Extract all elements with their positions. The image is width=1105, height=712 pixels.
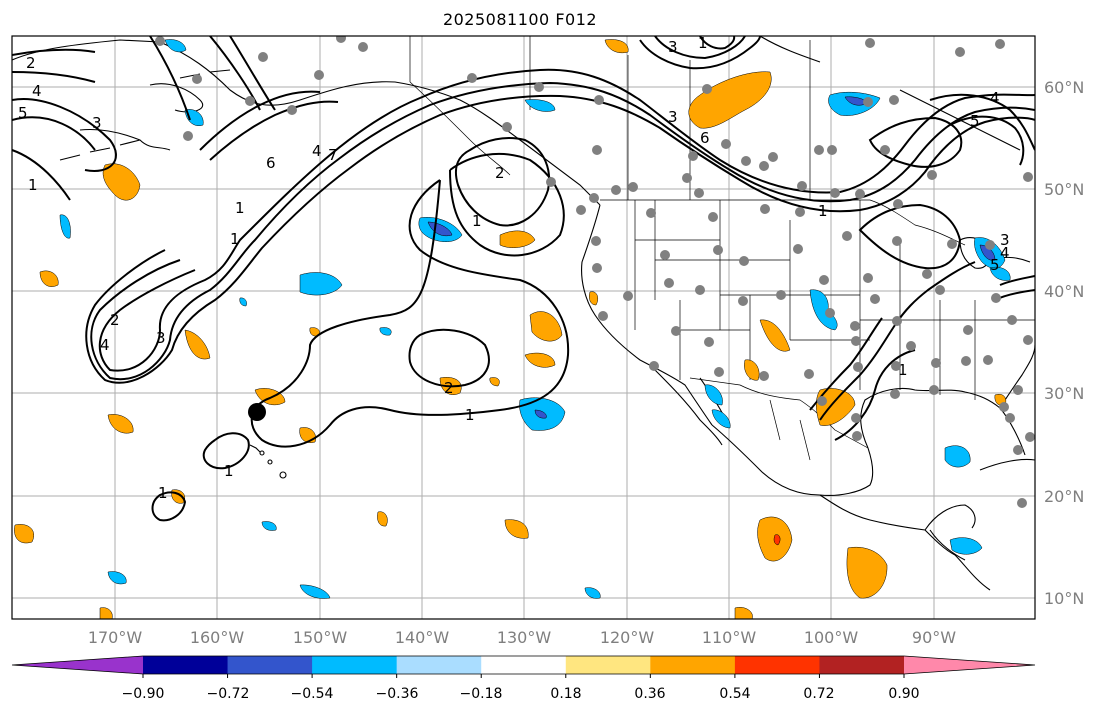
colorbar-tick-label: 0.54 xyxy=(719,686,750,702)
contour-label: 2 xyxy=(444,379,454,397)
lat-label: 10°N xyxy=(1044,589,1084,608)
contour-label: 3 xyxy=(156,329,166,347)
colorbar-segment xyxy=(819,656,905,674)
contour-label: 6 xyxy=(700,129,710,147)
lon-label: 150°W xyxy=(293,628,348,647)
contour-label: 4 xyxy=(100,336,110,354)
contour-label: 1 xyxy=(230,230,240,248)
colorbar-segment xyxy=(312,656,398,674)
colorbar-segment xyxy=(227,656,313,674)
coastlines xyxy=(12,36,1035,591)
colorbar-extend-low xyxy=(12,656,143,674)
contour-label: 6 xyxy=(266,154,276,172)
contour-label: 1 xyxy=(28,176,38,194)
black-dot-marker xyxy=(248,403,266,421)
contour-label: 2 xyxy=(110,311,120,329)
colorbar-segment xyxy=(143,656,229,674)
colorbar-segment xyxy=(734,656,820,674)
map-frame xyxy=(11,35,1036,620)
borders xyxy=(409,36,1035,461)
contour-label: 2 xyxy=(26,54,36,72)
colorbar-extend-high xyxy=(904,656,1035,674)
latitude-labels: 60°N 50°N 40°N 30°N 20°N 10°N xyxy=(1044,78,1084,608)
lon-label: 100°W xyxy=(804,628,859,647)
contour-label: 3 xyxy=(668,38,678,56)
colorbar-tick-label: −0.90 xyxy=(122,686,165,702)
colorbar-tick-label: −0.54 xyxy=(291,686,334,702)
lon-label: 110°W xyxy=(702,628,757,647)
contour-label: 1 xyxy=(472,212,482,230)
lon-label: 90°W xyxy=(912,628,956,647)
contour-label: 5 xyxy=(18,104,28,122)
lat-label: 50°N xyxy=(1044,180,1084,199)
contours xyxy=(12,36,1035,522)
lat-label: 60°N xyxy=(1044,78,1084,97)
contour-label: 1 xyxy=(818,202,828,220)
contour-label: 3 xyxy=(668,108,678,126)
contour-label: 1 xyxy=(158,484,168,502)
contour-label: 3 xyxy=(1000,231,1010,249)
contour-label: 4 xyxy=(990,89,1000,107)
contour-label: 7 xyxy=(328,146,338,164)
lat-label: 30°N xyxy=(1044,384,1084,403)
colorbar-segment xyxy=(565,656,651,674)
colorbar-tick-label: −0.36 xyxy=(376,686,419,702)
lat-label: 20°N xyxy=(1044,487,1084,506)
contour-label: 4 xyxy=(1000,244,1010,262)
colorbar-segment xyxy=(396,656,482,674)
contour-label: 4 xyxy=(32,82,42,100)
chart-title: 2025081100 F012 xyxy=(442,10,598,29)
lon-label: 160°W xyxy=(190,628,245,647)
contour-label: 1 xyxy=(898,361,908,379)
contour-label: 5 xyxy=(990,256,1000,274)
station-dots xyxy=(155,36,1035,508)
colorbar-tick-label: 0.90 xyxy=(888,686,919,702)
colorbar-segment xyxy=(481,656,567,674)
map-area: 2 4 5 3 1 6 4 7 1 1 2 4 3 3 1 1 2 1 2 1 … xyxy=(12,34,1035,619)
lon-label: 170°W xyxy=(88,628,143,647)
contour-label: 3 xyxy=(92,114,102,132)
contour-label: 2 xyxy=(495,164,505,182)
colorbar-tick-label: 0.18 xyxy=(550,686,581,702)
contour-label: 1 xyxy=(235,199,245,217)
colorbar-tick-label: −0.72 xyxy=(207,686,250,702)
colorbar-labels: −0.90 −0.72 −0.54 −0.36 −0.18 0.18 0.36 … xyxy=(122,686,920,702)
lon-label: 140°W xyxy=(395,628,450,647)
contour-label: 1 xyxy=(224,462,234,480)
longitude-labels: 170°W 160°W 150°W 140°W 130°W 120°W 110°… xyxy=(88,628,956,647)
contour-labels: 2 4 5 3 1 6 4 7 1 1 2 4 3 3 1 1 2 1 2 1 … xyxy=(18,34,1010,502)
colorbar-tick-label: 0.72 xyxy=(803,686,834,702)
gridlines xyxy=(12,36,1035,619)
lon-label: 120°W xyxy=(600,628,655,647)
lat-label: 40°N xyxy=(1044,282,1084,301)
contour-label: 1 xyxy=(698,34,708,52)
contour-label: 1 xyxy=(465,406,475,424)
lon-label: 130°W xyxy=(497,628,552,647)
contour-label: 5 xyxy=(970,112,980,130)
colorbar-segment xyxy=(650,656,736,674)
contour-label: 4 xyxy=(312,142,322,160)
colorbar xyxy=(11,655,1036,678)
colorbar-tick-label: −0.18 xyxy=(460,686,503,702)
colorbar-tick-label: 0.36 xyxy=(634,686,665,702)
